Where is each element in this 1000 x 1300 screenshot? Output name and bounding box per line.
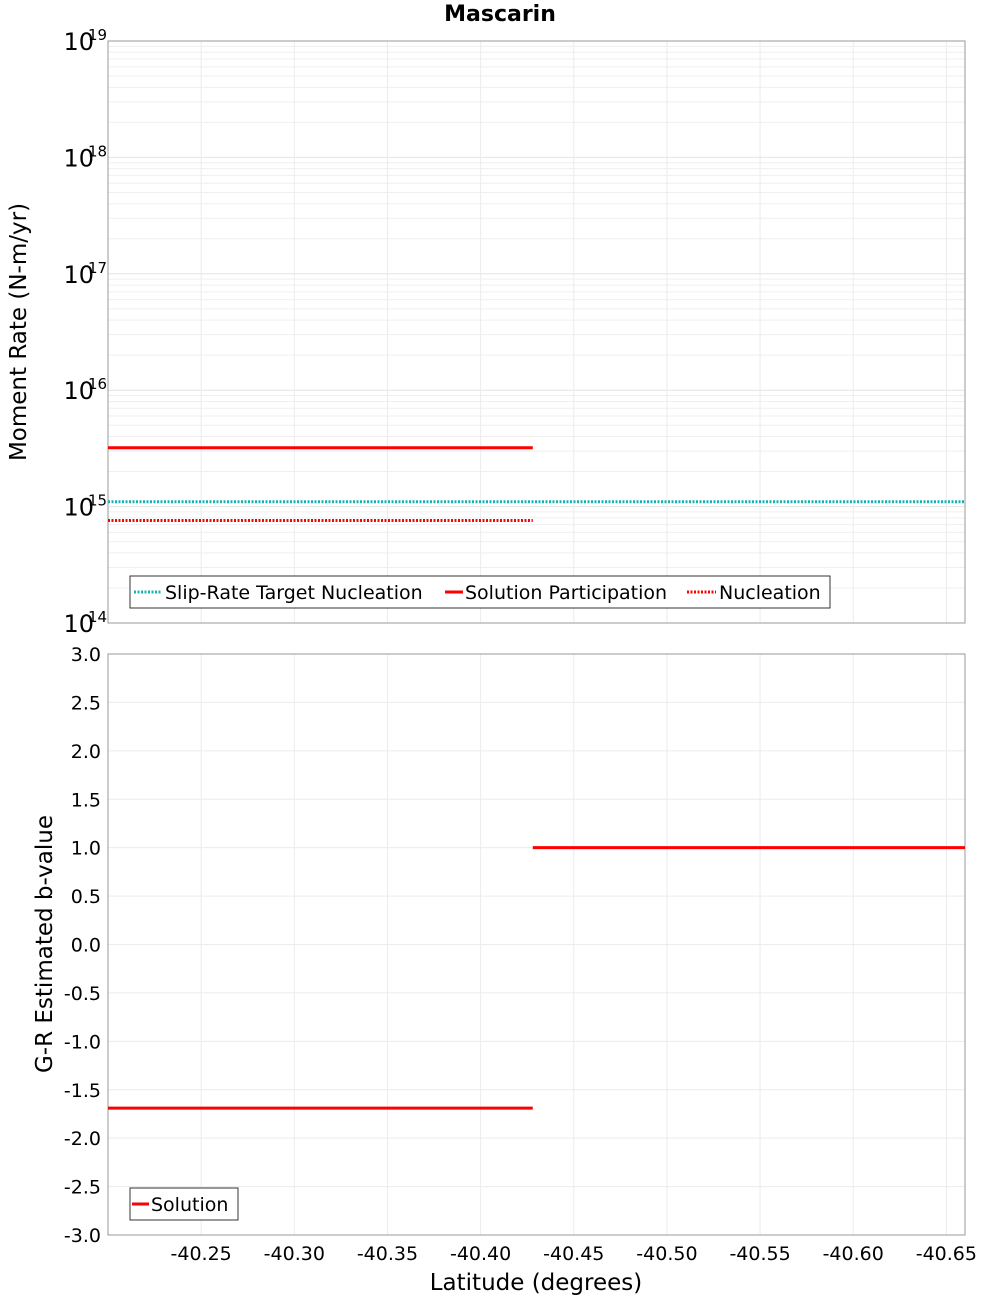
top-panel-series [108, 446, 965, 522]
tick-base: 10 [63, 377, 94, 405]
bottom-y-tick-label: -3.0 [64, 1225, 101, 1247]
bottom-y-tick-label: 1.0 [71, 838, 101, 860]
x-tick-label: -40.25 [171, 1243, 232, 1265]
legend-label-solution: Solution [151, 1194, 228, 1216]
tick-base: 10 [63, 261, 94, 289]
tick-exponent: 16 [88, 375, 107, 393]
bottom-y-tick-label: 0.0 [71, 935, 101, 957]
bottom-y-tick-label: -1.5 [64, 1080, 101, 1102]
tick-exponent: 15 [88, 492, 107, 510]
tick-exponent: 18 [88, 142, 107, 160]
bottom-panel-series [108, 846, 965, 1110]
tick-base: 10 [63, 610, 94, 638]
tick-base: 10 [63, 144, 94, 172]
bottom-plot-frame [107, 653, 966, 1236]
x-tick-label: -40.30 [264, 1243, 325, 1265]
x-axis-ticks: -40.25 -40.30 -40.35 -40.40 -40.45 -40.50 -40.… [171, 1243, 977, 1265]
bottom-y-tick-label: -2.0 [64, 1128, 101, 1150]
x-axis-label: Latitude (degrees) [430, 1270, 643, 1296]
bottom-y-axis-label: G-R Estimated b-value [32, 815, 58, 1073]
top-y-axis-label: Moment Rate (N-m/yr) [6, 203, 32, 461]
legend-label-solution-participation: Solution Participation [465, 582, 667, 604]
bottom-panel-y-ticks: 3.0 2.5 2.0 1.5 1.0 0.5 0.0 -0.5 -1.0 -1.5 -2.0 -2.… [64, 644, 101, 1247]
x-tick-label: -40.40 [450, 1243, 511, 1265]
tick-exponent: 19 [88, 26, 107, 44]
x-tick-label: -40.55 [729, 1243, 790, 1265]
bottom-panel-grid [108, 653, 965, 1236]
bottom-y-tick-label: 0.5 [71, 886, 101, 908]
legend-label-slip-rate-target: Slip-Rate Target Nucleation [165, 582, 423, 604]
chart-title: Mascarin [444, 2, 556, 27]
bottom-y-tick-label: 2.0 [71, 741, 101, 763]
x-tick-label: -40.50 [636, 1243, 697, 1265]
x-tick-label: -40.45 [543, 1243, 604, 1265]
legend-label-nucleation: Nucleation [719, 582, 821, 604]
tick-base: 10 [63, 494, 94, 522]
tick-exponent: 17 [88, 259, 107, 277]
tick-exponent: 14 [88, 608, 107, 626]
bottom-y-tick-label: 1.5 [71, 789, 101, 811]
top-legend: Slip-Rate Target Nucleation Solution Par… [129, 575, 831, 609]
bottom-legend: Solution [129, 1187, 239, 1221]
tick-base: 10 [63, 28, 94, 56]
x-tick-label: -40.60 [823, 1243, 884, 1265]
top-panel-grid [108, 41, 965, 624]
x-tick-label: -40.35 [357, 1243, 418, 1265]
top-plot-frame [107, 40, 966, 624]
x-tick-label: -40.65 [916, 1243, 977, 1265]
bottom-y-tick-label: -0.5 [64, 983, 101, 1005]
bottom-y-tick-label: 3.0 [71, 644, 101, 666]
bottom-y-tick-label: -2.5 [64, 1177, 101, 1199]
bottom-y-tick-label: -1.0 [64, 1031, 101, 1053]
bottom-y-tick-label: 2.5 [71, 692, 101, 714]
